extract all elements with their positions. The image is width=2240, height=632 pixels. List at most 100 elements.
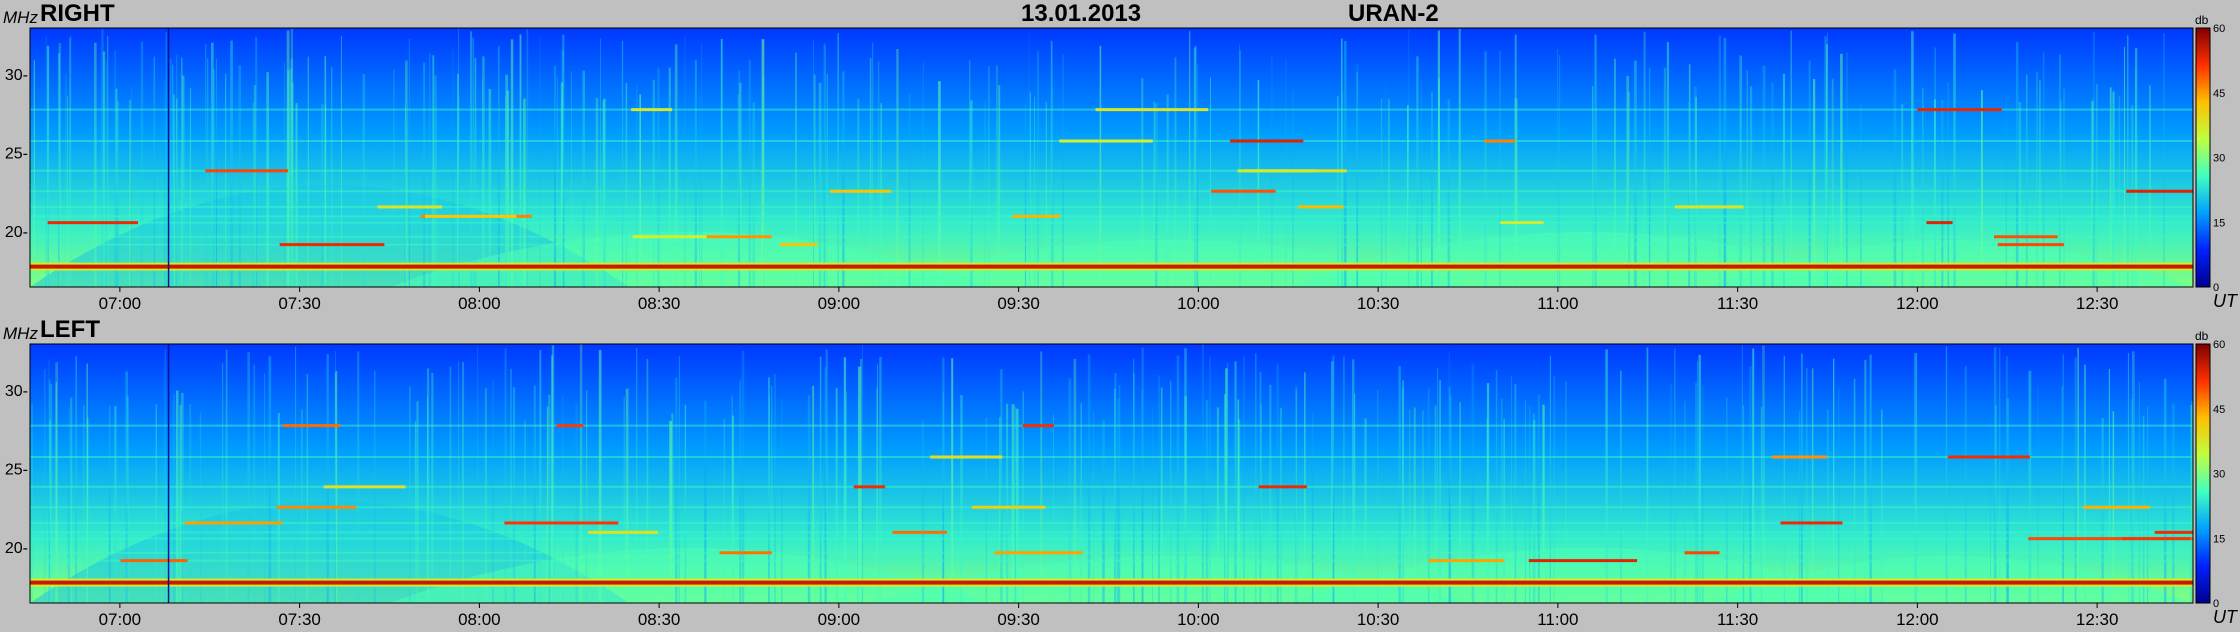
vertical-streak	[1141, 78, 1144, 287]
vertical-streak	[731, 395, 733, 603]
vertical-streak	[176, 390, 179, 603]
vertical-streak	[1833, 358, 1835, 603]
interference-segment	[1298, 205, 1344, 209]
vertical-streak	[1439, 380, 1441, 603]
vertical-streak	[83, 404, 85, 603]
vertical-streak	[2138, 382, 2140, 603]
vertical-streak	[1695, 382, 1697, 603]
vertical-streak	[289, 68, 292, 287]
vertical-streak	[826, 73, 828, 287]
vertical-streak	[1450, 395, 1452, 603]
vertical-streak	[1014, 406, 1017, 603]
interference-line	[30, 551, 2193, 554]
vertical-streak	[1697, 360, 1699, 603]
vertical-streak	[1434, 405, 1437, 603]
vertical-streak	[169, 58, 172, 288]
vertical-streak	[2095, 83, 2098, 288]
vertical-streak	[625, 388, 629, 603]
vertical-streak	[652, 79, 655, 287]
interference-segment	[1237, 169, 1316, 173]
vertical-streak	[1853, 378, 1856, 603]
x-tick-label: 12:00	[1896, 610, 1939, 629]
vertical-streak	[857, 396, 859, 603]
vertical-streak	[1011, 404, 1015, 603]
colorbar-tick-label: 0	[2213, 282, 2219, 294]
vertical-streak	[55, 362, 58, 603]
y-axis-unit: MHz	[3, 324, 38, 343]
vertical-streak	[1431, 91, 1433, 287]
vertical-streak	[1050, 40, 1053, 288]
vertical-streak	[1945, 346, 1948, 603]
x-tick-label: 10:00	[1177, 294, 1220, 313]
vertical-streak	[1806, 368, 1808, 603]
vertical-streak	[795, 52, 797, 287]
vertical-streak	[548, 394, 551, 603]
vertical-streak	[126, 395, 129, 603]
x-tick-label: 08:00	[458, 610, 501, 629]
vertical-streak	[1356, 72, 1358, 287]
vertical-streak	[600, 38, 601, 287]
vertical-streak	[842, 71, 845, 287]
interference-line	[30, 243, 2193, 246]
interference-segment	[1022, 424, 1054, 428]
interference-segment	[2154, 530, 2193, 534]
interference-segment	[2126, 189, 2193, 193]
vertical-streak	[942, 391, 944, 603]
vertical-streak	[2149, 85, 2151, 288]
vertical-streak	[1771, 82, 1774, 287]
vertical-streak	[180, 393, 184, 603]
vertical-streak	[434, 75, 437, 287]
vertical-streak	[2135, 48, 2138, 287]
vertical-streak	[625, 83, 628, 287]
vertical-streak	[1499, 50, 1501, 287]
vertical-streak	[636, 84, 638, 287]
vertical-streak	[896, 49, 899, 287]
vertical-streak	[155, 404, 157, 603]
vertical-streak	[623, 396, 625, 603]
vertical-streak	[211, 42, 214, 288]
vertical-streak	[321, 103, 324, 287]
interference-segment	[377, 205, 443, 209]
vertical-streak	[230, 40, 233, 287]
vertical-streak	[1990, 418, 1991, 603]
vertical-streak	[835, 388, 838, 603]
colorbar-tick-label: 60	[2213, 23, 2225, 35]
vertical-streak	[1006, 403, 1009, 603]
vertical-streak	[1401, 388, 1404, 603]
vertical-streak	[1045, 102, 1047, 287]
vertical-streak	[284, 62, 286, 287]
vertical-streak	[153, 56, 156, 288]
vertical-streak	[701, 43, 703, 287]
vertical-streak	[252, 102, 255, 287]
interference-segment	[1780, 521, 1843, 525]
strong-band-core	[30, 264, 2193, 269]
vertical-streak	[189, 88, 192, 287]
vertical-streak	[457, 73, 459, 287]
vertical-streak	[1524, 400, 1526, 603]
vertical-streak	[823, 43, 826, 287]
vertical-streak	[922, 61, 924, 287]
plot-area	[29, 27, 2194, 288]
vertical-streak	[1614, 58, 1616, 287]
x-tick-label: 09:00	[818, 610, 861, 629]
x-tick-label: 08:00	[458, 294, 501, 313]
x-tick-label: 12:00	[1896, 294, 1939, 313]
x-tick-label: 11:30	[1717, 610, 1758, 629]
vertical-streak	[47, 63, 49, 287]
vertical-streak	[1634, 60, 1637, 287]
vertical-streak	[1864, 359, 1867, 603]
vertical-streak	[1437, 30, 1440, 287]
vertical-streak	[33, 60, 35, 288]
vertical-streak	[813, 74, 816, 288]
vertical-streak	[996, 65, 998, 287]
vertical-streak	[189, 403, 192, 603]
interference-segment	[971, 505, 1046, 509]
vertical-streak	[1184, 348, 1187, 603]
vertical-streak	[2025, 74, 2028, 287]
colorbar-tick-label: 45	[2213, 88, 2225, 100]
vertical-streak	[602, 100, 605, 287]
vertical-streak	[1953, 33, 1956, 287]
vertical-streak	[1762, 345, 1765, 603]
vertical-streak	[1197, 63, 1199, 287]
interference-segment	[1674, 205, 1744, 209]
